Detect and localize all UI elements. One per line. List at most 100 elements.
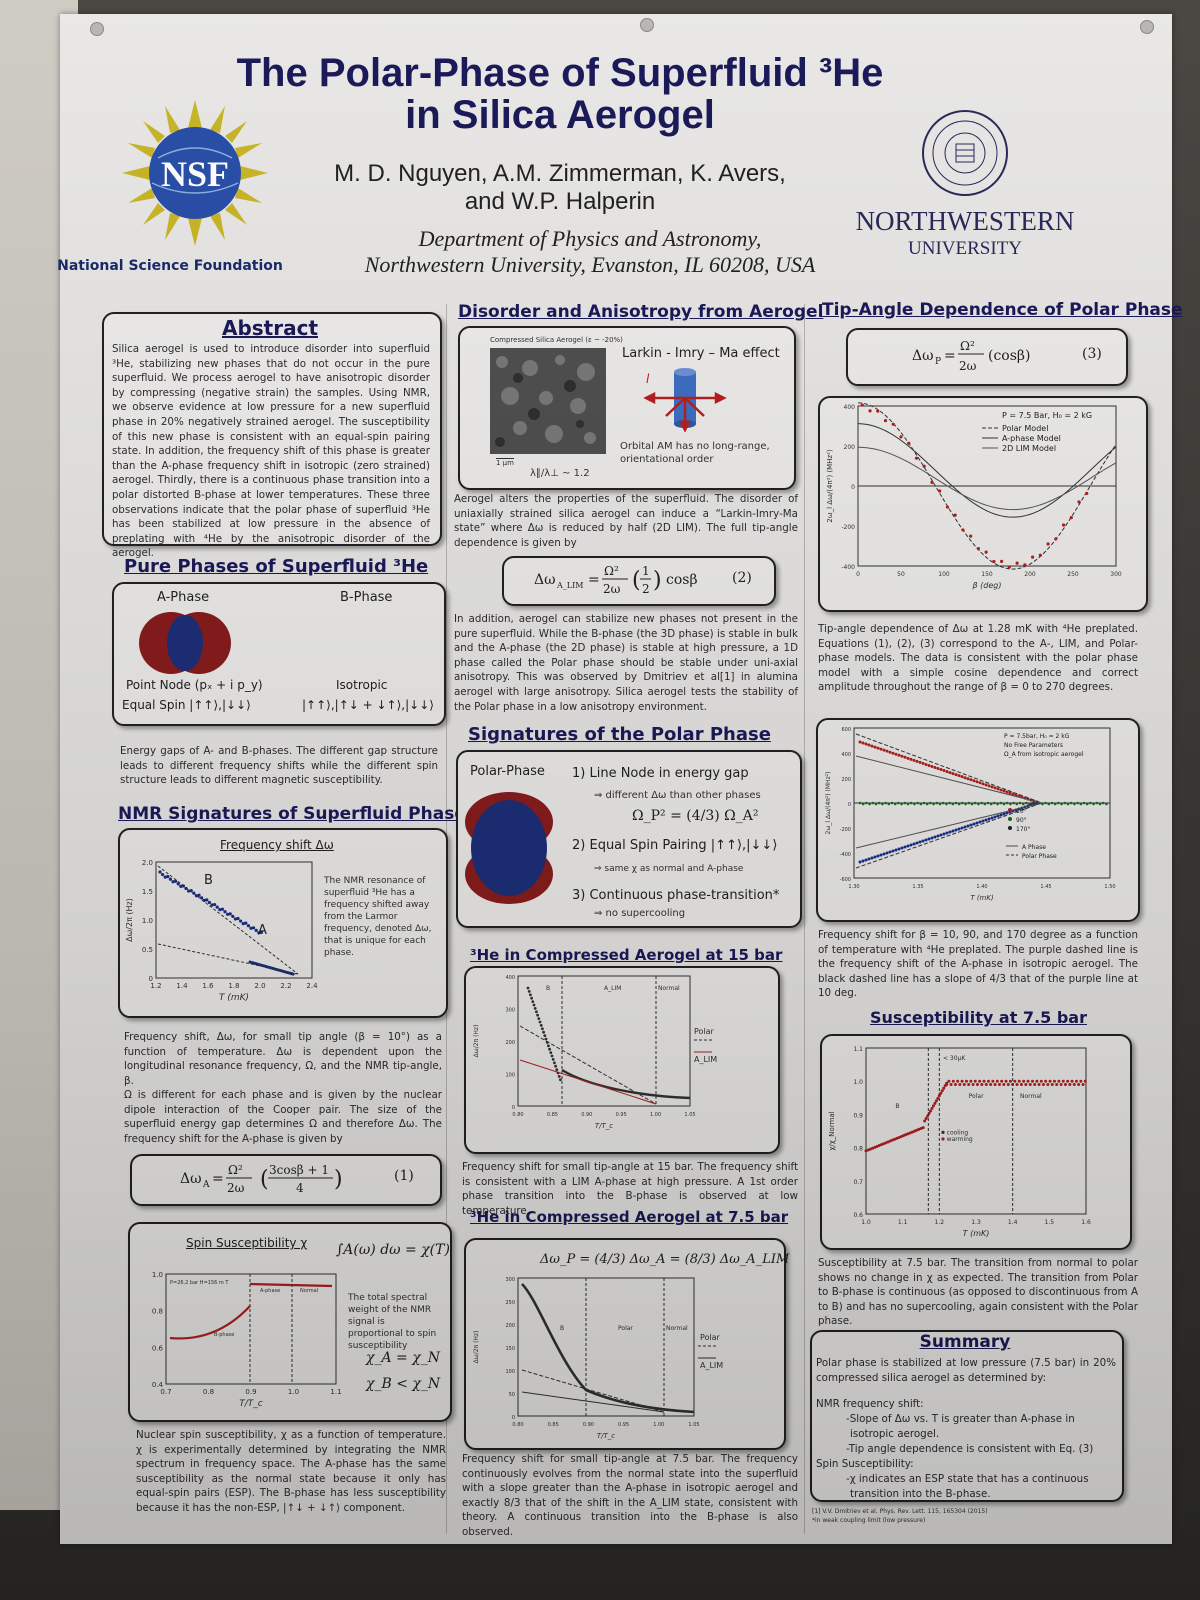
- signature-item-1-sub: ⇒ different Δω than other phases: [594, 790, 761, 801]
- point-170deg: [927, 837, 931, 841]
- susceptibility-point: [1048, 1079, 1052, 1083]
- y-tick-label: 0.4: [152, 1381, 164, 1389]
- abstract-text: Silica aerogel is used to introduce diso…: [112, 343, 430, 560]
- susc-caption: Susceptibility at 7.5 bar. The transitio…: [818, 1257, 1138, 1328]
- point-90deg: [948, 801, 951, 805]
- tip-angle-point: [984, 550, 988, 554]
- point-90deg: [1069, 801, 1073, 805]
- eq1-box: [130, 1154, 442, 1206]
- legend-10: 10°: [1016, 808, 1027, 815]
- region-lim-label: A_LIM: [604, 985, 621, 992]
- x-tick-label: 1.0: [861, 1219, 871, 1226]
- svg-text:2ω: 2ω: [959, 359, 977, 373]
- x-tick-label: 0.90: [581, 1112, 592, 1118]
- point-90deg: [1095, 801, 1099, 805]
- y-tick-label: 0: [512, 1415, 515, 1421]
- tip-angle-point: [1030, 555, 1035, 559]
- x-tick-label: 1.6: [1081, 1219, 1091, 1226]
- point-170deg: [960, 826, 964, 830]
- y-tick-label: 1.0: [152, 1271, 163, 1279]
- susceptibility-point: [1059, 1083, 1063, 1087]
- y-tick-label: -200: [840, 827, 851, 833]
- susceptibility-point: [1041, 1083, 1045, 1087]
- point-90deg: [909, 801, 913, 805]
- svg-text:Δω: Δω: [912, 348, 934, 364]
- point-10deg: [945, 770, 949, 774]
- susceptibility-point: [933, 1101, 937, 1105]
- y-tick-label: 0.6: [152, 1344, 164, 1352]
- susceptibility-point: [934, 1099, 938, 1103]
- susceptibility-point: [949, 1083, 953, 1087]
- point-170deg: [942, 832, 946, 836]
- b-phase-point: [197, 893, 201, 897]
- b-phase-point: [533, 1007, 537, 1010]
- eq2-number: (2): [732, 570, 752, 586]
- a-phase-label: A-Phase: [157, 590, 210, 605]
- susceptibility-point: [1072, 1083, 1076, 1087]
- point-170deg: [915, 841, 919, 845]
- point-10deg: [927, 763, 931, 767]
- susceptibility-point: [1070, 1079, 1074, 1083]
- point-170deg: [978, 820, 982, 824]
- point-170deg: [912, 842, 916, 846]
- plot-frame: [865, 1047, 1087, 1215]
- point-10deg: [906, 756, 910, 760]
- b-phase-point: [246, 924, 250, 928]
- tip-angle-point: [860, 403, 864, 407]
- nsf-label: National Science Foundation: [57, 258, 283, 274]
- legend-alim: A_LIM: [694, 1055, 717, 1064]
- aerogel-sem-image: [490, 348, 606, 454]
- b-phase-point: [239, 919, 243, 923]
- y-tick-label: 0.6: [853, 1212, 863, 1219]
- footnote: *in weak coupling limit (low pressure): [812, 1517, 926, 1524]
- y-tick-label: 400: [841, 752, 851, 758]
- susceptibility-point: [967, 1083, 971, 1087]
- susceptibility-point: [995, 1079, 999, 1083]
- tip-angle-point: [976, 547, 980, 551]
- point-170deg: [867, 857, 871, 861]
- point-90deg: [1073, 802, 1076, 806]
- eq1: Δω A = Ω² 2ω ( 3cosβ + 1 4 ): [180, 1163, 343, 1195]
- pure-phases-heading: Pure Phases of Superfluid ³He: [124, 556, 429, 577]
- point-90deg: [1085, 802, 1089, 806]
- point-90deg: [1044, 801, 1047, 805]
- point-10deg: [900, 754, 904, 758]
- a-phase-fit: [157, 943, 299, 975]
- svg-text:(: (: [260, 1167, 269, 1192]
- susceptibility-point: [964, 1079, 968, 1083]
- point-170deg: [936, 834, 940, 838]
- plot-frame: [165, 1273, 337, 1385]
- freq-vs-temperature-plot: 1.30 1.35 1.40 1.45 1.50 -600 -400 -200 0 200 400 6…: [825, 727, 1116, 902]
- point-90deg: [871, 801, 875, 805]
- point-90deg: [861, 802, 865, 806]
- x-tick-label: 2.0: [254, 982, 265, 990]
- tip-angle-point: [1077, 500, 1081, 504]
- x-tick-label: 200: [1024, 571, 1036, 578]
- b-phase-point: [535, 1010, 538, 1014]
- y-tick-label: -400: [840, 852, 851, 858]
- x-tick-label: 100: [938, 571, 950, 578]
- y-tick-label: 400: [505, 975, 515, 981]
- tip-angle-point: [914, 456, 919, 460]
- b-phase-point: [213, 902, 217, 907]
- summary-lead: Polar phase is stabilized at low pressur…: [816, 1357, 1116, 1384]
- point-90deg: [986, 801, 990, 805]
- svg-text:2ω: 2ω: [227, 1181, 245, 1195]
- point-90deg: [935, 801, 939, 805]
- b-phase-point: [532, 1003, 536, 1007]
- susceptibility-point: [1057, 1079, 1061, 1083]
- b-phase-point: [259, 930, 263, 935]
- tip-angle-point: [945, 505, 950, 509]
- point-10deg: [951, 772, 955, 776]
- point-10deg: [993, 786, 997, 790]
- susceptibility-point: [991, 1079, 995, 1083]
- nmr-box-title: Frequency shift Δω: [220, 838, 334, 852]
- x-tick-label: 1.4: [176, 982, 188, 990]
- comp75-heading: ³He in Compressed Aerogel at 7.5 bar: [470, 1208, 789, 1226]
- nmr-frequency-box: [118, 828, 448, 1018]
- legend-sub: No Free Parameters: [1004, 742, 1063, 749]
- point-90deg: [938, 802, 942, 806]
- point-170deg: [891, 849, 895, 853]
- susceptibility-point: [1006, 1083, 1010, 1087]
- x-tick-label: 1.45: [1040, 884, 1051, 890]
